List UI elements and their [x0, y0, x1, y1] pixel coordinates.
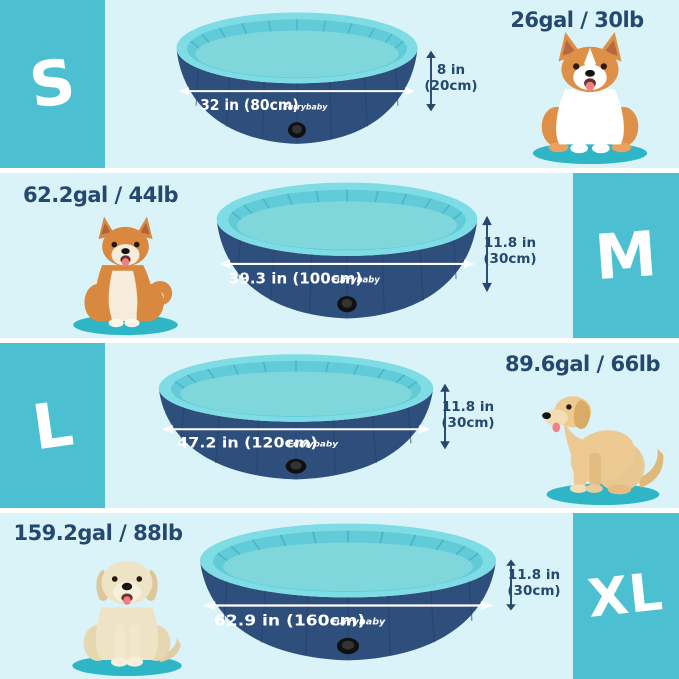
width-dimension-label: 39.3 in (100cm): [229, 270, 362, 288]
capacity-label: 159.2gal / 88lb: [13, 521, 183, 545]
height-cm: (30cm): [507, 583, 561, 599]
height-dimension-label: 11.8 in (30cm): [436, 399, 500, 431]
pool-panel-lines: [190, 19, 404, 49]
capacity-label: 62.2gal / 44lb: [23, 183, 178, 207]
brand-logo-text: Furrybaby: [283, 102, 328, 111]
size-letter-xl: XL: [585, 562, 667, 630]
size-badge-s: S: [0, 0, 105, 168]
size-badge-m: M: [573, 173, 679, 338]
width-arrowhead-right: [419, 425, 431, 434]
pool-floor: [195, 30, 399, 78]
brand-logo-text: Furrybaby: [332, 275, 380, 285]
height-arrow: [506, 559, 516, 611]
width-dimension-label: 32 in (80cm): [200, 98, 299, 114]
height-dimension-label: 11.8 in (30cm): [502, 567, 566, 599]
height-arrow: [426, 50, 436, 112]
width-arrowhead-left: [203, 601, 216, 610]
height-arrow: [440, 383, 450, 450]
height-dimension-label: 11.8 in (30cm): [478, 235, 542, 267]
pool-floor: [180, 371, 412, 417]
width-dimension-label: 62.9 in (160cm): [214, 611, 365, 629]
brand-logo-text: Furrybaby: [331, 618, 387, 627]
pool-floor: [223, 542, 473, 592]
size-letter-m: M: [592, 216, 660, 294]
width-arrowhead-right: [405, 86, 416, 96]
height-inches: 11.8 in: [441, 399, 495, 415]
pool-wall-seams: [195, 62, 399, 143]
width-arrowhead-right: [464, 259, 475, 269]
pool-wall-seams: [223, 575, 473, 659]
width-arrowhead-left: [161, 425, 173, 434]
capacity-label: 26gal / 30lb: [510, 8, 644, 32]
height-inches: 8 in: [436, 62, 466, 78]
pool-floor: [237, 201, 457, 250]
size-badge-l: L: [0, 343, 105, 508]
pool-illustration-xl: 62.9 in (160cm) Furrybaby: [200, 523, 496, 661]
width-dimension-label: 47.2 in (120cm): [177, 434, 317, 451]
width-arrowhead-left: [219, 259, 230, 269]
height-cm: (20cm): [424, 78, 478, 94]
pool-panel-lines: [231, 189, 463, 220]
size-row-xl: 159.2gal / 88lb: [0, 513, 679, 679]
labrador-photo: [72, 561, 182, 677]
height-arrow: [482, 215, 492, 293]
pool-panel-lines: [174, 360, 418, 389]
drain-plug-cap: [341, 640, 355, 650]
pool-panel-lines: [217, 530, 479, 562]
height-cm: (30cm): [483, 251, 537, 267]
pool-illustration-l: 47.2 in (120cm) Furrybaby: [158, 354, 434, 480]
corgi-photo: [532, 31, 648, 165]
brand-logo-text: Furrybaby: [288, 439, 339, 448]
pool-illustration-s: 32 in (80cm) Furrybaby: [176, 12, 418, 144]
size-row-s: S 32 in (80cm) Furrybaby 8 in (20cm): [0, 0, 679, 168]
drain-plug-cap: [290, 461, 302, 470]
size-badge-xl: XL: [573, 513, 679, 679]
height-inches: 11.8 in: [483, 235, 537, 251]
pool-wall-seams: [180, 402, 412, 478]
pool-illustration-m: 39.3 in (100cm) Furrybaby: [216, 182, 478, 319]
width-arrowhead-left: [178, 86, 189, 96]
size-row-l: L 47.2 in (120cm) Furrybaby 11.8 in (30c…: [0, 343, 679, 508]
drain-plug-cap: [341, 298, 353, 308]
golden-retriever-photo: [542, 396, 664, 506]
dog-mat: [546, 483, 660, 506]
drain-plug-cap: [292, 124, 302, 134]
pool-wall-seams: [237, 234, 457, 317]
size-letter-l: L: [27, 386, 78, 464]
height-dimension-label: 8 in (20cm): [420, 62, 482, 94]
capacity-label: 89.6gal / 66lb: [505, 352, 660, 376]
height-inches: 11.8 in: [507, 567, 561, 583]
width-arrowhead-right: [480, 601, 493, 610]
height-cm: (30cm): [441, 415, 495, 431]
size-row-m: 62.2gal / 44lb: [0, 173, 679, 338]
size-letter-s: S: [25, 44, 80, 123]
shiba-inu-photo: [73, 216, 178, 336]
